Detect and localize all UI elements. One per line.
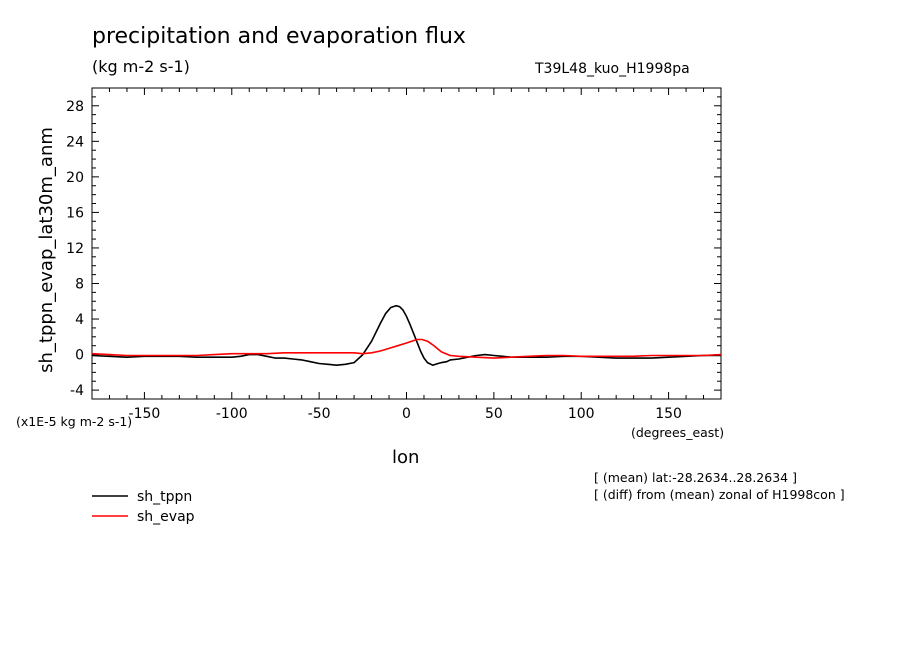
- x-tick-label: 150: [655, 406, 682, 422]
- y-tick-label: 4: [75, 312, 84, 328]
- legend-label-sh_evap: sh_evap: [137, 509, 195, 525]
- y-tick-label: -4: [70, 383, 84, 399]
- scale-factor: (x1E-5 kg m-2 s-1): [16, 414, 133, 429]
- y-tick-label: 12: [66, 241, 84, 257]
- diff-note: [ (diff) from (mean) zonal of H1998con ]: [594, 487, 845, 502]
- x-tick-label: -50: [308, 406, 331, 422]
- x-axis-unit: (degrees_east): [631, 425, 725, 440]
- y-tick-label: 28: [66, 99, 84, 115]
- x-tick-label: 50: [485, 406, 503, 422]
- series-line-sh_tppn: [91, 304, 721, 367]
- x-tick-label: -150: [129, 406, 161, 422]
- x-tick-label: 0: [402, 406, 411, 422]
- x-tick-label: -100: [216, 406, 248, 422]
- y-tick-label: 8: [75, 276, 84, 292]
- x-axis-label: lon: [392, 447, 420, 468]
- legend-label-sh_tppn: sh_tppn: [137, 489, 192, 505]
- y-tick-label: 16: [66, 205, 84, 221]
- y-tick-label: 24: [66, 134, 84, 150]
- mean-range-note: [ (mean) lat:-28.2634..28.2634 ]: [594, 470, 797, 485]
- y-tick-label: 0: [75, 348, 84, 364]
- plot-frame: [91, 87, 722, 400]
- series-line-sh_evap: [91, 338, 722, 359]
- chart-units: (kg m-2 s-1): [92, 57, 190, 76]
- x-tick-label: 100: [568, 406, 595, 422]
- y-tick-label: 20: [66, 170, 84, 186]
- experiment-name: T39L48_kuo_H1998pa: [535, 61, 690, 77]
- chart-title: precipitation and evaporation flux: [92, 24, 466, 49]
